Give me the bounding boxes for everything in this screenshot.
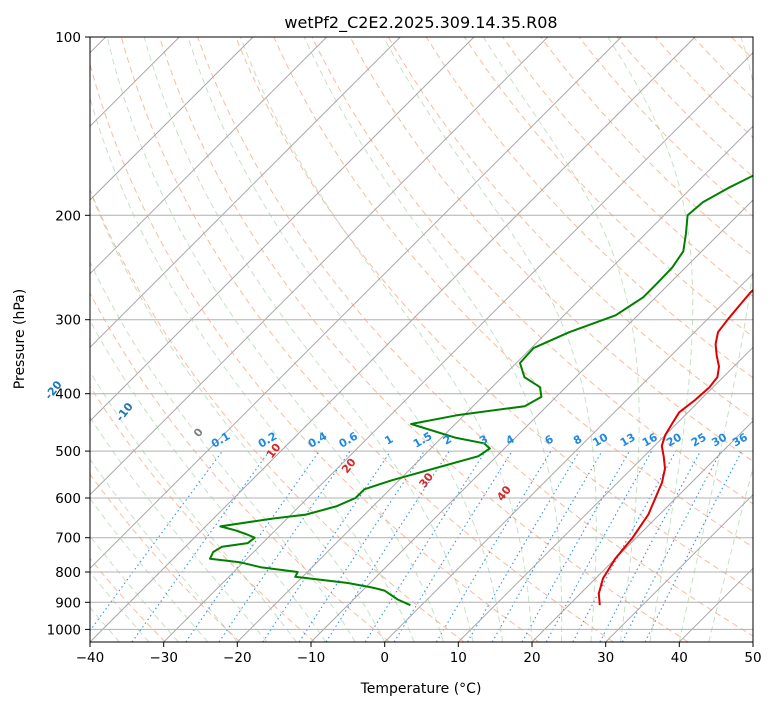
dry-adiabat — [90, 62, 540, 642]
dry-adiabat — [387, 37, 753, 420]
dewpoint-line — [209, 174, 753, 607]
x-tick-label: −20 — [223, 650, 252, 666]
moist-adiabat — [303, 37, 563, 642]
moist-adiabat — [106, 37, 445, 642]
isotherm — [90, 37, 254, 201]
moist-adiabat — [90, 189, 386, 642]
mixing-ratio-line — [467, 450, 580, 642]
y-tick-label: 900 — [55, 595, 81, 611]
x-tick-label: −40 — [76, 650, 105, 666]
isotherm — [163, 51, 753, 642]
isotherm — [531, 420, 753, 642]
grid — [90, 37, 753, 642]
dry-adiabat — [273, 37, 753, 548]
y-tick-label: 500 — [55, 444, 81, 460]
moist-adiabat — [90, 458, 238, 642]
dry-adiabat — [90, 188, 465, 642]
mixing-ratio-line — [572, 450, 677, 642]
background-lines — [90, 37, 753, 642]
x-tick-label: −30 — [149, 650, 178, 666]
x-axis-label: Temperature (°C) — [360, 681, 482, 697]
mixing-ratio-line — [435, 450, 552, 642]
x-tick-label: 30 — [597, 650, 614, 666]
y-tick-label: 1000 — [47, 622, 81, 638]
isotherm — [90, 37, 328, 275]
moist-adiabat — [90, 370, 297, 642]
moist-adiabat — [383, 37, 597, 642]
isotherm — [236, 125, 753, 642]
moist-adiabat — [239, 37, 533, 642]
x-tick-label: 40 — [671, 650, 688, 666]
x-tick-label: 10 — [450, 650, 467, 666]
y-tick-label: 400 — [55, 387, 81, 403]
moist-adiabat — [90, 416, 268, 642]
y-tick-label: 700 — [55, 531, 81, 547]
y-tick-label: 800 — [55, 565, 81, 581]
isotherm — [90, 37, 696, 642]
y-tick-label: 100 — [55, 30, 81, 46]
isotherm — [90, 37, 475, 422]
plot-frame — [89, 36, 754, 643]
moist-adiabat — [708, 466, 753, 642]
y-tick-label: 300 — [55, 313, 81, 329]
x-axis: −40 −30 −20 −10 0 10 20 30 40 50 — [76, 642, 762, 666]
isotherm — [90, 37, 622, 570]
mixing-ratio-line — [218, 450, 351, 642]
dry-adiabat — [120, 37, 614, 642]
moist-adiabat — [90, 260, 356, 642]
mixing-ratio-line — [298, 450, 425, 642]
moist-adiabat — [90, 535, 179, 642]
x-tick-label: 50 — [744, 650, 761, 666]
mixing-ratio-line — [599, 450, 701, 642]
y-axis: 100 200 300 400 500 600 700 800 900 1000 — [47, 30, 90, 638]
plot-background — [90, 37, 753, 642]
dry-adiabat — [159, 37, 689, 642]
moist-adiabat — [187, 37, 503, 642]
chart-title: wetPf2_C2E2.2025.309.14.35.R08 — [284, 13, 557, 33]
mixing-ratio-line — [185, 450, 320, 642]
moist-adiabat — [90, 571, 150, 642]
series-layer — [209, 174, 753, 607]
dry-adiabat — [90, 292, 390, 642]
moist-adiabat — [678, 37, 753, 642]
isotherm — [90, 37, 549, 496]
y-tick-label: 600 — [55, 491, 81, 507]
isotherm — [310, 199, 753, 642]
dry-adiabat — [425, 37, 753, 379]
x-tick-label: 0 — [380, 650, 389, 666]
dry-adiabat — [616, 37, 753, 178]
mixing-ratio-line — [364, 450, 486, 642]
dry-adiabat — [502, 37, 753, 298]
dry-adiabat — [90, 473, 241, 642]
mixing-ratio-line — [262, 450, 392, 642]
isotherm — [384, 272, 753, 642]
y-tick-label: 200 — [55, 208, 81, 224]
isotherm — [457, 346, 753, 642]
dry-adiabat — [197, 37, 753, 637]
x-tick-label: −10 — [297, 650, 326, 666]
dry-adiabat — [235, 37, 753, 592]
moist-adiabat — [90, 497, 209, 642]
moist-adiabat — [143, 37, 474, 642]
moist-adiabat — [90, 319, 327, 642]
dry-adiabat — [349, 37, 753, 462]
dry-adiabat — [90, 385, 316, 642]
isotherm — [605, 493, 753, 642]
moist-adiabat — [607, 37, 694, 642]
moist-adiabat — [482, 37, 640, 642]
temperature-line — [597, 288, 753, 606]
isotherm — [90, 37, 401, 349]
x-tick-label: 20 — [523, 650, 540, 666]
y-axis-label: Pressure (hPa) — [12, 289, 28, 389]
mixing-ratio-line — [325, 450, 450, 642]
dry-adiabat — [311, 37, 753, 505]
dry-adiabat — [540, 37, 753, 257]
